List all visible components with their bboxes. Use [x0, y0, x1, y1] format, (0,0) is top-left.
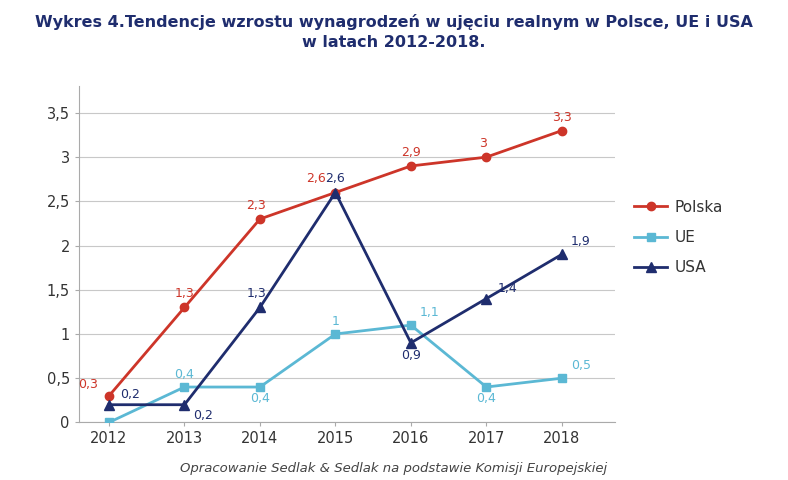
- Text: 0,5: 0,5: [571, 359, 591, 372]
- UE: [180, 384, 189, 390]
- Polska: [255, 216, 265, 222]
- USA: [406, 340, 415, 346]
- Text: 3,3: 3,3: [552, 110, 571, 123]
- Polska: [406, 163, 415, 169]
- Text: 1,9: 1,9: [571, 235, 591, 248]
- Polska: [180, 305, 189, 311]
- Polska: [331, 190, 340, 195]
- Text: 0,4: 0,4: [174, 368, 195, 381]
- UE: [104, 420, 113, 425]
- USA: [104, 402, 113, 408]
- Text: 0,4: 0,4: [250, 392, 269, 405]
- UE: [406, 322, 415, 328]
- Text: 2,9: 2,9: [401, 146, 421, 159]
- UE: [255, 384, 265, 390]
- Line: Polska: Polska: [105, 126, 566, 400]
- Text: 0: 0: [0, 479, 1, 480]
- Text: 2,3: 2,3: [247, 199, 266, 212]
- Text: 1,3: 1,3: [247, 288, 266, 300]
- Line: UE: UE: [105, 321, 566, 427]
- Text: Wykres 4.Tendencje wzrostu wynagrodzeń w ujęciu realnym w Polsce, UE i USA
w lat: Wykres 4.Tendencje wzrostu wynagrodzeń w…: [35, 14, 753, 50]
- USA: [255, 305, 265, 311]
- Polska: [104, 393, 113, 399]
- USA: [557, 252, 567, 257]
- Text: 1: 1: [332, 315, 340, 328]
- Text: 0,4: 0,4: [477, 392, 496, 405]
- USA: [481, 296, 491, 301]
- Text: 0,2: 0,2: [121, 388, 140, 401]
- Text: 1,4: 1,4: [498, 282, 518, 295]
- USA: [180, 402, 189, 408]
- Line: USA: USA: [104, 188, 567, 409]
- Text: 0,9: 0,9: [401, 349, 421, 362]
- Text: Opracowanie Sedlak & Sedlak na podstawie Komisji Europejskiej: Opracowanie Sedlak & Sedlak na podstawie…: [180, 462, 608, 475]
- Text: 2,6: 2,6: [307, 172, 326, 185]
- Text: 1,3: 1,3: [175, 288, 195, 300]
- Text: 3: 3: [478, 137, 486, 150]
- Text: 0,2: 0,2: [194, 409, 214, 422]
- Polska: [481, 154, 491, 160]
- USA: [331, 190, 340, 195]
- Text: 2,6: 2,6: [325, 172, 345, 185]
- Text: 0,3: 0,3: [78, 378, 98, 391]
- Text: 1,1: 1,1: [420, 306, 440, 319]
- UE: [557, 375, 567, 381]
- Polska: [557, 128, 567, 133]
- UE: [481, 384, 491, 390]
- UE: [331, 331, 340, 337]
- Legend: Polska, UE, USA: Polska, UE, USA: [627, 194, 730, 281]
